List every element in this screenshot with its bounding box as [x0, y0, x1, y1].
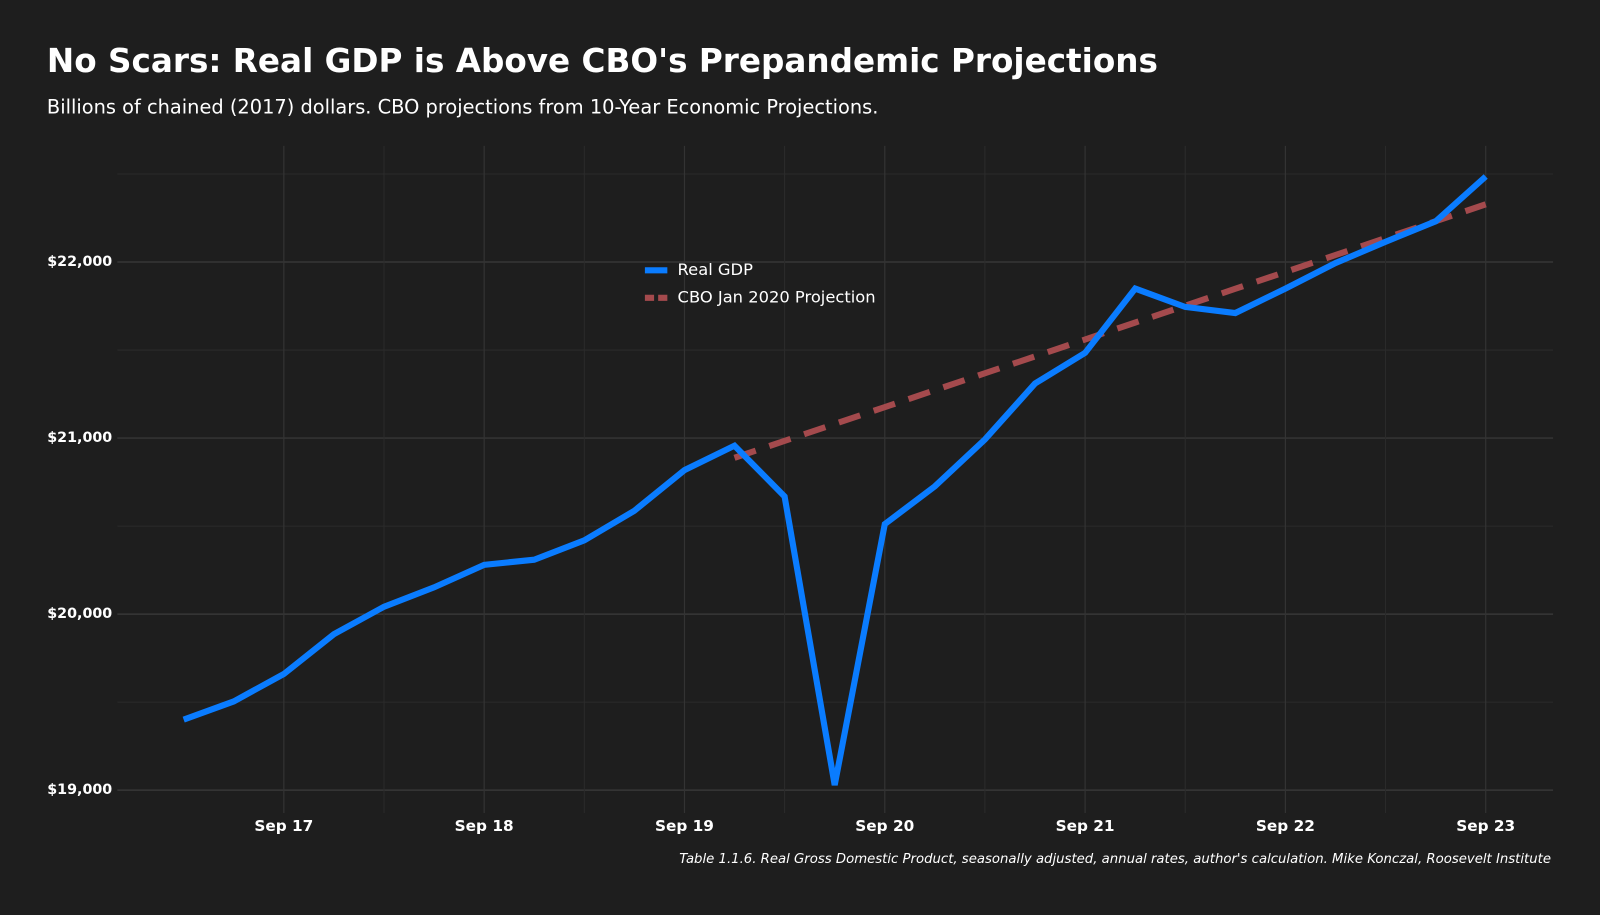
y-tick-label: $20,000 — [47, 606, 112, 622]
x-tick-label: Sep 17 — [254, 817, 313, 835]
legend-label: CBO Jan 2020 Projection — [678, 287, 876, 306]
y-tick-label: $19,000 — [47, 782, 112, 798]
x-tick-label: Sep 18 — [455, 817, 514, 835]
chart-title: No Scars: Real GDP is Above CBO's Prepan… — [47, 42, 1158, 80]
series-line — [733, 201, 1487, 461]
series-line — [182, 174, 1488, 786]
caption: Table 1.1.6. Real Gross Domestic Product… — [679, 852, 1551, 867]
x-tick-label: Sep 22 — [1256, 817, 1315, 835]
legend-label: Real GDP — [678, 260, 754, 279]
chart-subtitle: Billions of chained (2017) dollars. CBO … — [47, 96, 878, 119]
x-tick-label: Sep 21 — [1056, 817, 1115, 835]
x-tick-label: Sep 20 — [855, 817, 914, 835]
x-tick-label: Sep 23 — [1456, 817, 1515, 835]
x-tick-label: Sep 19 — [655, 817, 714, 835]
y-tick-label: $21,000 — [47, 430, 112, 446]
grid — [117, 145, 1554, 813]
y-tick-label: $22,000 — [47, 254, 112, 270]
